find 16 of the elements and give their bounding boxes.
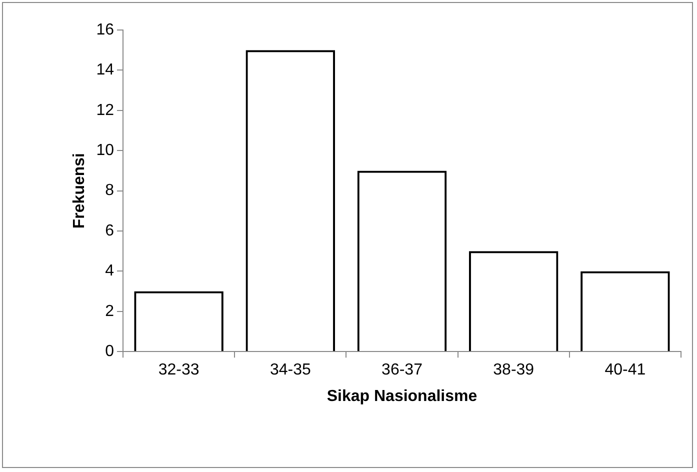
y-tick-label: 2 [105, 302, 114, 320]
y-tick-label: 6 [105, 222, 114, 240]
x-axis-title: Sikap Nasionalisme [326, 388, 478, 405]
y-tick-label: 10 [96, 142, 114, 160]
x-tick-label: 34-35 [270, 362, 311, 379]
y-tick-label: 0 [105, 343, 114, 360]
y-axis-title: Frekuensi [71, 153, 88, 229]
y-tick-label: 8 [105, 182, 114, 200]
y-tick-label: 16 [96, 21, 114, 38]
y-tick-label: 12 [96, 102, 114, 119]
y-tick-label: 4 [105, 262, 114, 280]
y-tick-label: 14 [96, 62, 114, 79]
x-tick-label: 38-39 [493, 362, 534, 379]
x-tick-label: 40-41 [604, 362, 646, 379]
x-tick-label: 36-37 [382, 362, 423, 379]
x-tick-label: 32-33 [158, 362, 200, 379]
